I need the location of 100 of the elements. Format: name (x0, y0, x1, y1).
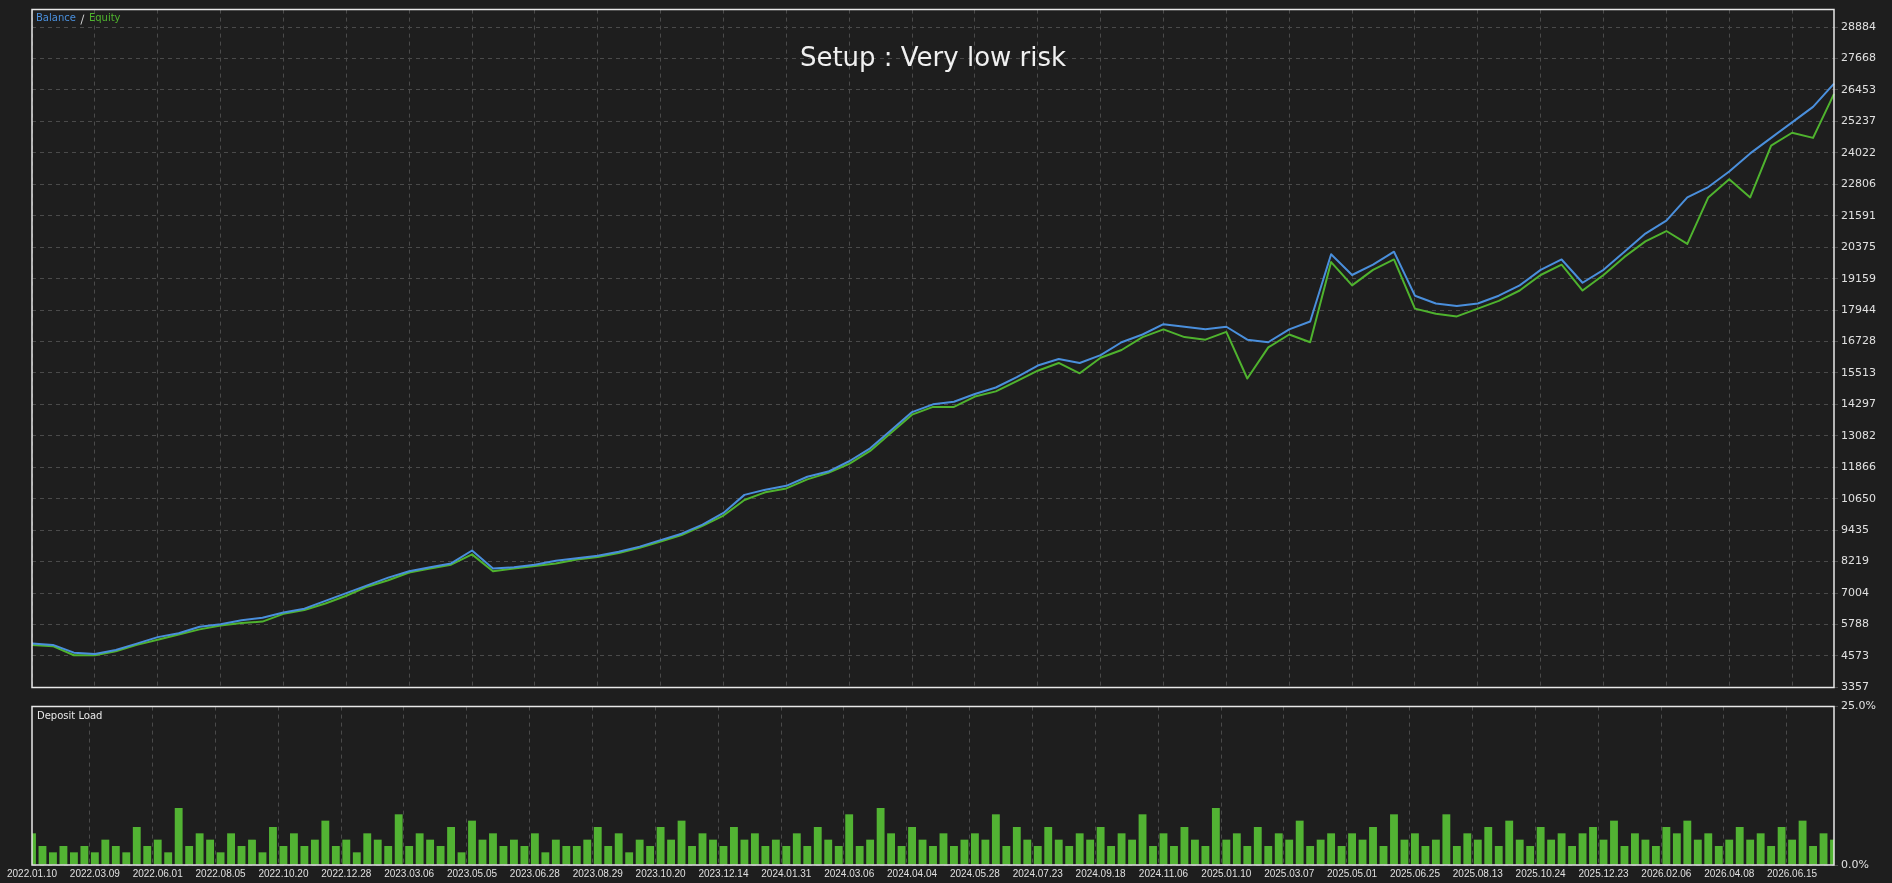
x-tick-label: 2025.10.24 (1515, 867, 1567, 879)
x-tick-label: 2026.06.15 (1767, 867, 1818, 879)
bar (750, 833, 759, 865)
x-tick-label: 2025.08.13 (1452, 867, 1504, 879)
y-tick-label: 14297 (1841, 397, 1876, 411)
bar (1568, 845, 1577, 865)
bar (122, 852, 131, 865)
bar (782, 845, 791, 865)
bar (1421, 845, 1430, 865)
bar (69, 852, 78, 865)
bar (551, 839, 560, 865)
bar (1327, 833, 1336, 865)
y-tick-label: 19159 (1841, 271, 1876, 285)
x-tick-label: 2023.03.06 (384, 867, 435, 879)
bar (1285, 839, 1294, 865)
bar (771, 839, 780, 865)
bar (1431, 839, 1440, 865)
bar (1211, 807, 1220, 865)
y-tick-label: 13082 (1841, 428, 1876, 442)
y-tick-label: 17944 (1841, 302, 1876, 316)
bar (1075, 833, 1084, 865)
bar (269, 826, 277, 865)
bar (510, 839, 518, 865)
bar (1295, 820, 1304, 865)
bar (1725, 839, 1734, 865)
bar (153, 839, 162, 865)
bar (614, 833, 623, 865)
bar (1557, 833, 1566, 865)
bar (206, 839, 215, 865)
x-tick-label: 2022.10.20 (258, 867, 309, 879)
bar (1777, 826, 1786, 865)
bar (1149, 845, 1157, 865)
bar (248, 839, 256, 865)
bar (1442, 814, 1451, 865)
bar (855, 845, 864, 865)
bar (185, 845, 194, 865)
bar (1086, 839, 1095, 865)
bar (1190, 839, 1199, 865)
bar (1033, 845, 1042, 865)
text: Balance (36, 12, 76, 24)
x-tick-label: 2024.09.18 (1075, 867, 1127, 879)
bar (227, 833, 235, 865)
y-tick-label: 7004 (1841, 585, 1869, 599)
bar (310, 839, 319, 865)
bar (656, 826, 665, 865)
x-tick-label: 2023.10.20 (635, 867, 687, 879)
bar (929, 845, 937, 865)
x-tick-label: 2025.01.10 (1201, 867, 1252, 879)
bar (845, 814, 854, 865)
y-tick-label: 28884 (1841, 19, 1876, 33)
bar (1316, 839, 1325, 865)
y-tick-label: 16728 (1841, 334, 1876, 348)
bar (887, 833, 896, 865)
bar (174, 807, 183, 865)
bar (1222, 839, 1231, 865)
bar (195, 833, 204, 865)
y-tick-label: 3357 (1841, 680, 1869, 694)
bar (1107, 845, 1116, 865)
bar (1683, 820, 1692, 865)
bar (635, 839, 644, 865)
bar (80, 845, 89, 865)
bar (1065, 845, 1074, 865)
bar (489, 833, 497, 865)
bar (730, 826, 738, 865)
x-tick-label: 2022.08.05 (195, 867, 247, 879)
bar (1672, 833, 1681, 865)
bar (1788, 839, 1797, 865)
bar (1651, 845, 1660, 865)
bar (143, 845, 152, 865)
bar (436, 845, 445, 865)
y-tick-label: 10650 (1841, 491, 1876, 505)
x-tick-label: 2025.05.01 (1327, 867, 1378, 879)
bar (1756, 833, 1765, 865)
x-tick-label: 2023.05.05 (446, 867, 498, 879)
bar (1274, 833, 1283, 865)
bar (1012, 826, 1021, 865)
y-tick-label: 15513 (1841, 365, 1876, 379)
bar (1201, 845, 1210, 865)
bar (866, 839, 875, 865)
y-tick-label: 25237 (1841, 114, 1876, 128)
bar (709, 839, 717, 865)
bar (1452, 845, 1461, 865)
bar (1704, 833, 1713, 865)
bar (803, 845, 812, 865)
bar (572, 845, 581, 865)
bar (1232, 833, 1241, 865)
y-tick-label: 9435 (1841, 523, 1869, 537)
bar (426, 839, 435, 865)
x-tick-label: 2026.04.08 (1704, 867, 1755, 879)
bar (90, 852, 99, 865)
x-tick-label: 2025.12.23 (1578, 867, 1629, 879)
bar (1306, 845, 1315, 865)
bar (530, 833, 539, 865)
y-tick-label: 21591 (1841, 208, 1876, 222)
x-tick-label: 2024.05.28 (949, 867, 1001, 879)
bar (593, 826, 602, 865)
bar (991, 814, 1000, 865)
bar (447, 826, 455, 865)
bar (604, 845, 613, 865)
bar (1002, 845, 1011, 865)
